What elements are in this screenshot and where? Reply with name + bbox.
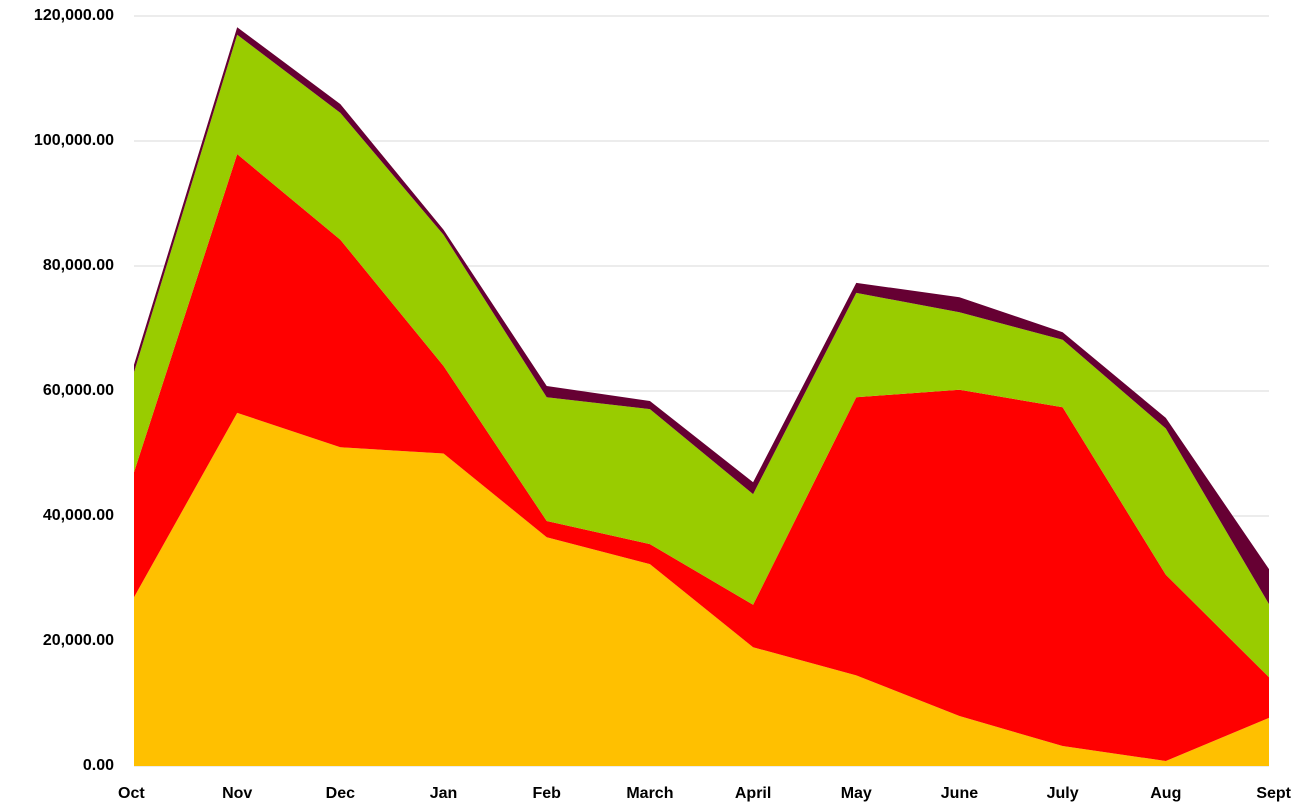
y-tick-label: 120,000.00 [34,7,114,24]
x-tick-label: July [1047,785,1079,802]
x-tick-label: Aug [1150,785,1181,802]
x-tick-label: Oct [118,785,145,802]
area [134,34,1269,678]
y-tick-label: 100,000.00 [34,132,114,149]
x-tick-label: Jan [430,785,458,802]
y-tick-label: 0.00 [83,757,114,774]
y-tick-label: 20,000.00 [43,632,114,649]
x-tick-label: April [735,785,771,802]
x-tick-label: May [841,785,872,802]
x-tick-label: June [941,785,978,802]
x-tick-label: Dec [326,785,355,802]
y-tick-label: 40,000.00 [43,507,114,524]
x-tick-label: Feb [533,785,562,802]
x-tick-label: Sept [1256,785,1291,802]
x-tick-label: Nov [222,785,252,802]
y-tick-label: 80,000.00 [43,257,114,274]
area [134,412,1269,766]
y-tick-label: 60,000.00 [43,382,114,399]
x-tick-label: March [626,785,673,802]
area [134,154,1269,761]
